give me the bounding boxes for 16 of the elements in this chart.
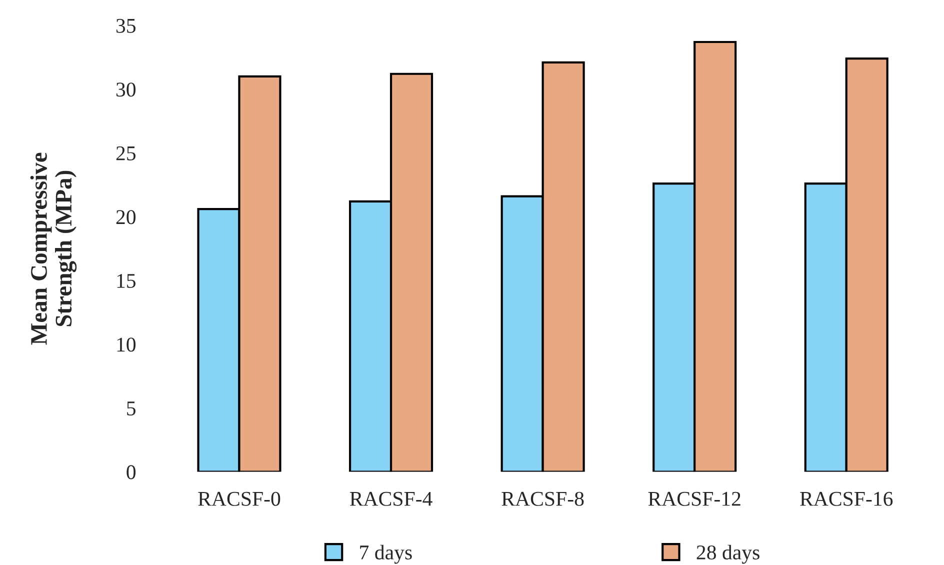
legend-label: 7 days — [360, 544, 412, 564]
legend-label: 28 days — [696, 544, 760, 564]
y-tick-label: 0 — [126, 465, 136, 480]
y-tick-label: 5 — [127, 402, 136, 416]
y-tick-label: 30 — [116, 82, 136, 97]
x-tick-label: RACSF-16 — [800, 492, 893, 506]
y-axis-title: Mean Compressive Strength (MPa) — [30, 152, 77, 345]
x-tick-label: RACSF-0 — [198, 492, 280, 506]
x-tick-label: RACSF-12 — [648, 492, 740, 506]
x-tick-label: RACSF-8 — [502, 492, 584, 506]
y-tick-label: 15 — [117, 274, 136, 288]
y-tick-label: 35 — [116, 18, 136, 33]
x-tick-label: RACSF-4 — [350, 492, 432, 506]
y-tick-label: 20 — [116, 210, 136, 224]
y-tick-label: 10 — [117, 338, 136, 352]
y-tick-label: 25 — [116, 146, 136, 160]
